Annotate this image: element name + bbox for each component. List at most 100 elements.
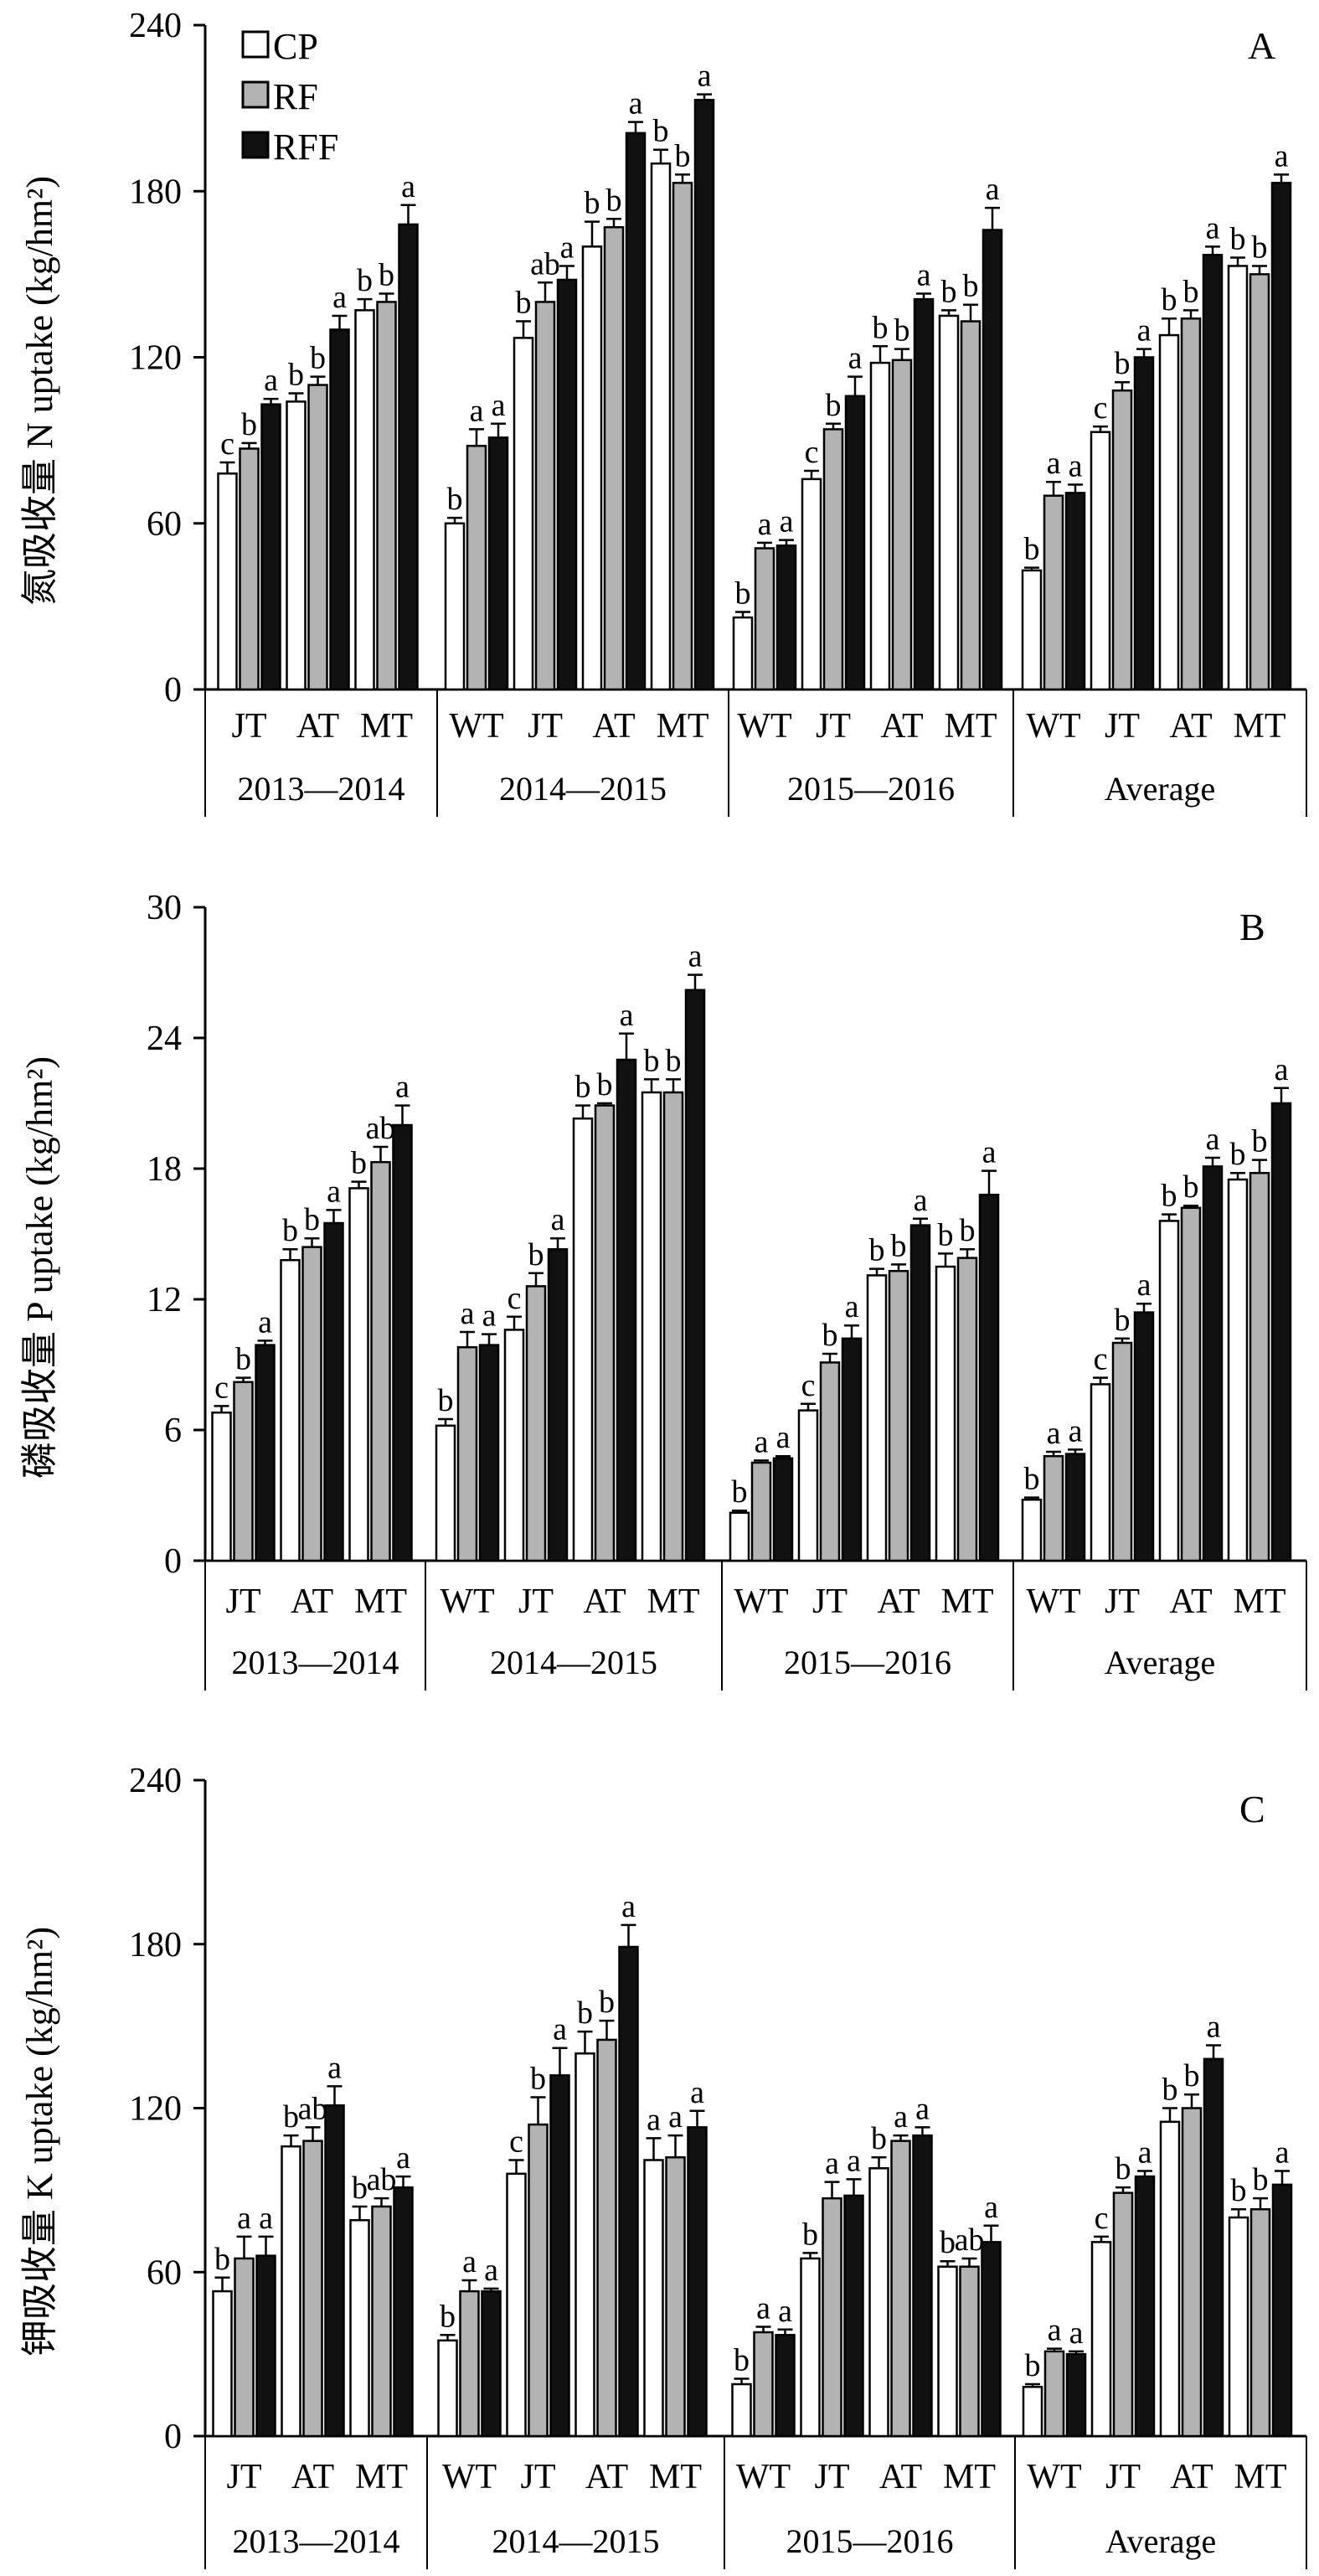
stage-label: JT [816,707,851,746]
significance-letter: b [438,1383,454,1418]
significance-letter: c [1094,390,1108,426]
bar-RF [822,2197,842,2438]
significance-letter: a [327,2050,342,2085]
bar-RFF [909,1224,931,1562]
bar-RF [1043,2350,1065,2438]
significance-letter: b [1024,1462,1040,1497]
significance-letter: b [1024,532,1040,567]
bar-CP [437,2339,458,2438]
bar-CP [650,162,672,691]
stage-label: WT [449,707,503,746]
year-label: 2013—2014 [232,1644,399,1681]
panel-label: A [1248,24,1275,67]
bar-RFF [487,436,509,691]
bar-RFF [255,1344,276,1562]
bar-RFF [1270,182,1292,691]
significance-letter: a [845,1289,859,1324]
significance-letter: a [484,2253,498,2288]
significance-letter: b [1115,1303,1131,1338]
stage-label: MT [649,2458,702,2496]
bar-RF [370,1160,391,1562]
bar-RFF [912,2134,933,2438]
bar-CP [581,245,603,691]
bar-CP [348,1187,369,1562]
significance-letter: b [666,1043,682,1078]
significance-letter: a [1048,2313,1062,2348]
bar-RF [603,225,625,691]
bar-RF [750,1461,772,1562]
significance-letter: b [1231,2173,1247,2208]
stage-label: JT [815,2458,850,2496]
bar-CP [286,400,307,691]
year-label: 2013—2014 [238,770,405,808]
bar-RF [1111,389,1133,691]
significance-letter: ab [367,2162,397,2197]
bar-RF [959,2265,980,2438]
significance-letter: a [332,280,347,315]
significance-letter: a [1137,313,1152,348]
bar-RF [307,384,328,691]
significance-letter: b [891,1228,907,1263]
panel-P: 0 6 12 18 24 30 磷吸收量 P uptake (kg/hm²) B 2013—20… [19,889,1307,1691]
significance-letter: a [982,1135,997,1170]
bar-RFF [393,2186,414,2438]
significance-letter: a [264,363,278,398]
stage-label: JT [227,2458,262,2496]
significance-letter: a [778,2294,792,2329]
significance-letter: a [461,1296,475,1331]
stage-label: MT [355,2458,408,2496]
stage-label: WT [1027,2458,1081,2496]
significance-letter: a [986,172,1000,207]
significance-letter: a [470,393,484,428]
y-axis-label: 磷吸收量 P uptake (kg/hm²) [19,1056,60,1479]
bar-CP [938,314,960,691]
y-tick-label: 24 [147,1020,182,1058]
bar-RF [596,2038,617,2438]
legend-label-RFF: RFF [273,126,338,168]
bar-RFF [255,2254,276,2438]
bar-RF [753,2331,774,2438]
stage-label: AT [592,707,635,746]
bar-RF [1180,317,1202,691]
significance-letter: a [1047,446,1061,481]
significance-letter: b [734,2342,750,2377]
bar-CP [506,2172,527,2438]
y-tick-label: 18 [147,1150,182,1189]
bar-RF [234,2257,255,2438]
legend-swatch-RFF [241,131,270,159]
significance-letter: b [1252,1124,1268,1159]
stage-label: MT [943,2458,996,2496]
significance-letter: b [282,1213,298,1248]
bar-RFF [1065,2352,1087,2438]
significance-letter: ab [955,2222,985,2258]
bar-CP [1090,1383,1111,1562]
significance-letter: b [310,341,326,376]
significance-letter: a [780,504,794,539]
bar-RFF [324,2104,345,2438]
bar-CP [280,1258,301,1562]
bar-RFF [981,2241,1002,2438]
stage-label: AT [585,2458,628,2496]
panel-label: C [1239,1788,1265,1830]
significance-letter: b [732,1474,748,1510]
bar-RFF [329,328,350,691]
bar-RF [665,2155,686,2438]
significance-letter: a [894,2099,908,2135]
significance-letter: a [690,2075,704,2110]
significance-letter: a [917,258,931,293]
bar-RF [239,447,260,691]
y-tick-label: 30 [147,889,182,927]
significance-letter: a [1275,138,1289,173]
bar-CP [643,2159,664,2438]
bar-RFF [693,98,715,691]
significance-letter: b [1230,1137,1246,1172]
significance-letter: b [440,2299,456,2334]
year-label: 2015—2016 [784,1644,951,1681]
bar-RF [960,320,982,691]
stage-label: JT [1105,2458,1141,2496]
stage-label: JT [226,1582,261,1621]
significance-letter: b [447,482,463,517]
legend-label-RF: RF [273,76,318,117]
stage-label: JT [1105,707,1140,746]
significance-letter: b [357,263,373,298]
